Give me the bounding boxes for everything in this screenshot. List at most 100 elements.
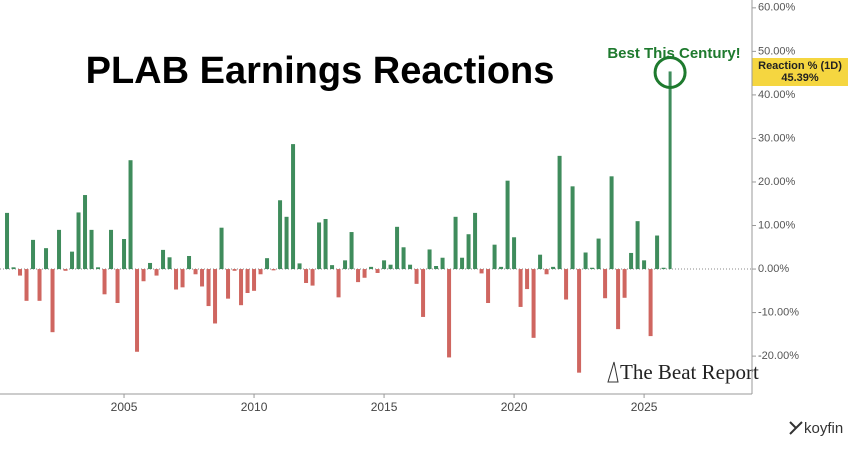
bar bbox=[278, 200, 283, 270]
bar bbox=[167, 257, 172, 270]
y-tick-label: 10.00% bbox=[758, 219, 796, 231]
bar bbox=[661, 267, 666, 270]
x-tick-label: 2025 bbox=[631, 400, 658, 414]
bar bbox=[5, 212, 10, 270]
y-tick-label: 20.00% bbox=[758, 176, 796, 188]
bar bbox=[291, 144, 296, 270]
bar bbox=[258, 269, 263, 275]
bar bbox=[122, 239, 127, 270]
bar bbox=[505, 180, 510, 270]
bar bbox=[603, 269, 608, 299]
bar bbox=[57, 229, 62, 270]
bar bbox=[18, 269, 23, 276]
bar bbox=[525, 269, 530, 290]
bar bbox=[512, 237, 517, 270]
source-icon bbox=[789, 421, 803, 435]
bar bbox=[343, 260, 348, 270]
bar bbox=[655, 235, 660, 270]
bar bbox=[31, 239, 36, 270]
bar bbox=[551, 266, 556, 270]
bar bbox=[375, 269, 380, 273]
bar bbox=[538, 254, 543, 270]
bar bbox=[317, 222, 322, 270]
bar bbox=[219, 227, 224, 270]
bar bbox=[447, 269, 452, 358]
bar bbox=[37, 269, 42, 301]
x-tick-label: 2015 bbox=[371, 400, 398, 414]
bar bbox=[245, 269, 250, 293]
y-tick-label: -10.00% bbox=[758, 306, 799, 318]
y-tick-label: 60.00% bbox=[758, 2, 796, 14]
bar bbox=[89, 229, 94, 270]
bar bbox=[44, 248, 49, 270]
label-box bbox=[752, 58, 848, 86]
bar bbox=[622, 269, 627, 298]
x-tick-label: 2010 bbox=[241, 400, 268, 414]
bar bbox=[609, 176, 614, 270]
bar bbox=[349, 232, 354, 270]
bar bbox=[24, 269, 29, 301]
bar bbox=[596, 238, 601, 270]
bar bbox=[492, 244, 497, 270]
bar bbox=[63, 269, 68, 271]
bar bbox=[401, 247, 406, 270]
bar bbox=[453, 216, 458, 270]
bar bbox=[109, 229, 114, 270]
bar bbox=[206, 269, 211, 307]
bar bbox=[362, 269, 367, 278]
bar bbox=[616, 269, 621, 330]
bar bbox=[635, 221, 640, 270]
bar bbox=[200, 269, 205, 287]
bar bbox=[557, 155, 562, 270]
source: koyfin bbox=[804, 420, 843, 437]
bar bbox=[518, 269, 523, 307]
highlight-circle bbox=[653, 55, 687, 89]
bar bbox=[180, 269, 185, 288]
bar bbox=[141, 269, 146, 282]
y-tick-label: -20.00% bbox=[758, 350, 799, 362]
bar bbox=[570, 186, 575, 270]
bar bbox=[499, 266, 504, 270]
bar bbox=[440, 257, 445, 270]
watermark: The Beat Report bbox=[620, 360, 759, 384]
bar bbox=[466, 234, 471, 270]
watermark-icon bbox=[607, 361, 619, 383]
bar bbox=[115, 269, 120, 304]
bar bbox=[128, 160, 133, 270]
bar bbox=[583, 252, 588, 270]
bar bbox=[544, 269, 549, 275]
bar bbox=[148, 262, 153, 270]
bar bbox=[629, 252, 634, 270]
bar bbox=[414, 269, 419, 284]
bar bbox=[102, 269, 107, 295]
bar bbox=[135, 269, 140, 352]
bar bbox=[11, 267, 16, 270]
bar bbox=[232, 269, 237, 271]
y-tick-label: 0.00% bbox=[758, 263, 789, 275]
chart-title: PLAB Earnings Reactions bbox=[86, 50, 555, 92]
y-tick-label: 40.00% bbox=[758, 89, 796, 101]
bar bbox=[427, 249, 432, 270]
bar bbox=[226, 269, 231, 299]
bar bbox=[70, 251, 75, 270]
bar bbox=[369, 266, 374, 270]
bar bbox=[421, 269, 426, 317]
bar bbox=[193, 269, 198, 275]
bar bbox=[161, 249, 166, 270]
bar bbox=[96, 267, 101, 270]
bar bbox=[271, 269, 276, 271]
bar bbox=[356, 269, 361, 283]
y-tick-label: 50.00% bbox=[758, 45, 796, 57]
bar bbox=[252, 269, 257, 291]
bar bbox=[434, 266, 439, 270]
bar bbox=[323, 218, 328, 270]
y-tick-label: 30.00% bbox=[758, 132, 796, 144]
bar bbox=[213, 269, 218, 324]
bar bbox=[564, 269, 569, 300]
bar bbox=[265, 258, 270, 270]
bar bbox=[473, 212, 478, 270]
bar bbox=[408, 264, 413, 270]
bar bbox=[187, 255, 192, 270]
